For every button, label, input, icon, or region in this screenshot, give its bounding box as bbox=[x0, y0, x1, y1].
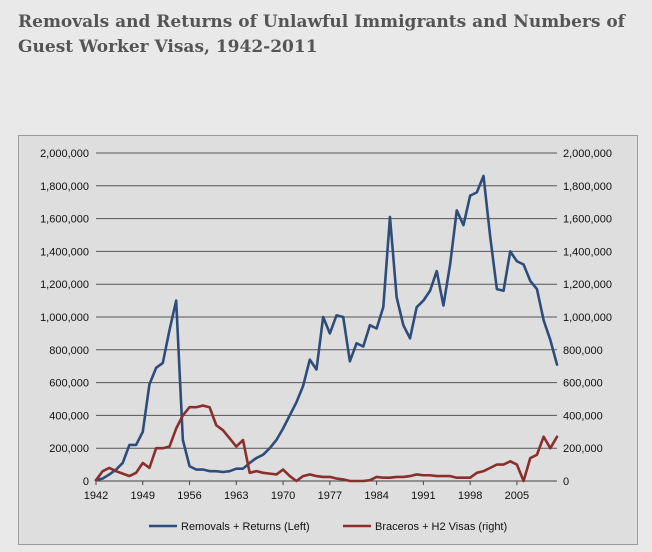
left-tick-label: 600,000 bbox=[49, 378, 89, 390]
braceros-h2-line bbox=[94, 404, 559, 483]
x-tick-label: 1970 bbox=[271, 490, 295, 502]
left-tick-label: 1,200,000 bbox=[40, 279, 89, 291]
removals-returns-line bbox=[94, 174, 559, 482]
left-tick-label: 0 bbox=[83, 476, 89, 488]
x-tick-label: 1942 bbox=[84, 490, 108, 502]
chart-title: Removals and Returns of Unlawful Immigra… bbox=[18, 12, 625, 57]
left-tick-label: 1,400,000 bbox=[40, 246, 89, 258]
legend: Removals + Returns (Left) Braceros + H2 V… bbox=[149, 521, 507, 533]
series-lines bbox=[94, 174, 559, 483]
right-tick-label: 600,000 bbox=[563, 378, 603, 390]
right-axis-ticks: 0 200,000 400,000 600,000 800,000 1,000,000 1,… bbox=[563, 148, 612, 488]
left-tick-label: 2,000,000 bbox=[40, 148, 89, 160]
right-tick-label: 800,000 bbox=[563, 345, 603, 357]
right-tick-label: 1,400,000 bbox=[563, 246, 612, 258]
x-tick-label: 1991 bbox=[411, 490, 435, 502]
gridlines bbox=[96, 152, 557, 482]
x-tick-label: 1963 bbox=[224, 490, 248, 502]
line-chart: 0 200,000 400,000 600,000 800,000 1,000,000 1,… bbox=[40, 148, 612, 533]
x-tick-label: 1977 bbox=[318, 490, 342, 502]
right-tick-label: 1,800,000 bbox=[563, 181, 612, 193]
right-tick-label: 1,200,000 bbox=[563, 279, 612, 291]
right-tick-label: 0 bbox=[563, 476, 569, 488]
right-tick-label: 400,000 bbox=[563, 410, 603, 422]
right-tick-label: 200,000 bbox=[563, 443, 603, 455]
x-tick-label: 1998 bbox=[458, 490, 482, 502]
x-tick-label: 2005 bbox=[505, 490, 529, 502]
left-tick-label: 200,000 bbox=[49, 443, 89, 455]
x-tick-label: 1984 bbox=[364, 490, 388, 502]
left-axis-ticks: 0 200,000 400,000 600,000 800,000 1,000,000 1,… bbox=[40, 148, 89, 488]
x-axis-ticks: 1942 1949 1956 1963 1970 1977 1984 1991 1998 2005 bbox=[84, 480, 557, 502]
legend-label: Removals + Returns (Left) bbox=[181, 521, 310, 533]
left-tick-label: 800,000 bbox=[49, 345, 89, 357]
x-tick-label: 1949 bbox=[131, 490, 155, 502]
right-tick-label: 1,000,000 bbox=[563, 312, 612, 324]
left-tick-label: 1,600,000 bbox=[40, 214, 89, 226]
left-tick-label: 1,000,000 bbox=[40, 312, 89, 324]
right-tick-label: 1,600,000 bbox=[563, 214, 612, 226]
left-tick-label: 400,000 bbox=[49, 410, 89, 422]
right-tick-label: 2,000,000 bbox=[563, 148, 612, 160]
left-tick-label: 1,800,000 bbox=[40, 181, 89, 193]
x-tick-label: 1956 bbox=[177, 490, 201, 502]
chart-frame: 0 200,000 400,000 600,000 800,000 1,000,000 1,… bbox=[18, 135, 638, 545]
legend-label: Braceros + H2 Visas (right) bbox=[375, 521, 507, 533]
